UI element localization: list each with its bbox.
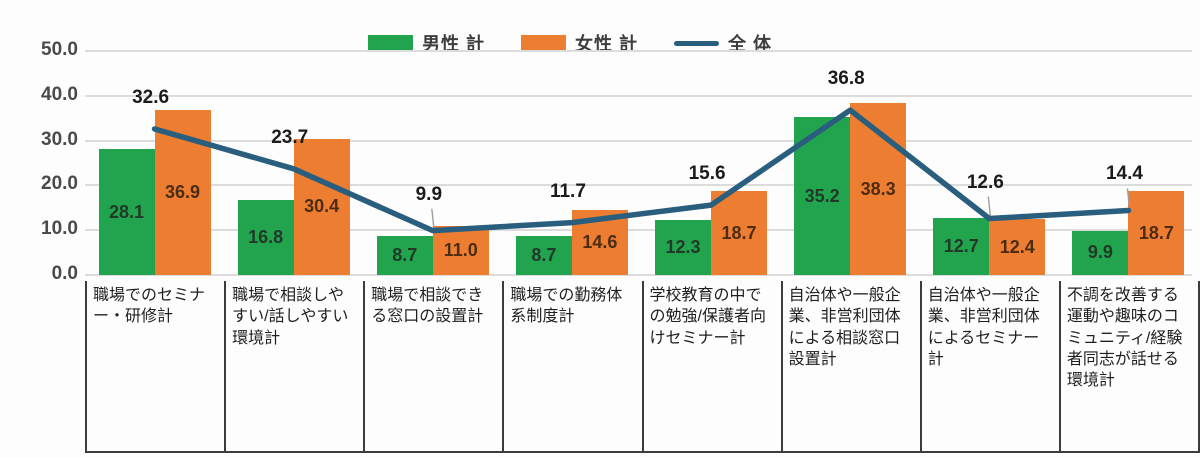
bar-value-label: 9.9 (1087, 242, 1113, 263)
bar-female: 12.4 (989, 219, 1046, 275)
gridline (85, 139, 1192, 142)
y-axis-tick-label: 10.0 (41, 218, 78, 240)
gridline (85, 274, 1192, 276)
category-label: 職場でのセミナー・研修計 (87, 281, 227, 451)
legend-label-female: 女性 計 (575, 34, 639, 54)
category-label: 職場で相談しやすい/話しやすい環境計 (226, 281, 366, 451)
chart-legend: 男性 計 女性 計 全 体 (368, 30, 772, 56)
bar-male: 35.2 (794, 117, 851, 275)
bar-female: 11.0 (432, 225, 489, 275)
bar-value-label: 16.8 (248, 226, 284, 247)
bar-male: 28.1 (98, 149, 155, 275)
legend-label-male: 男性 計 (422, 34, 486, 54)
category-label: 職場で相談できる窓口の設置計 (365, 281, 505, 451)
bar-value-label: 18.7 (1138, 222, 1174, 243)
bar-male: 8.7 (515, 236, 572, 275)
gridline (85, 94, 1192, 97)
female-series-swatch-icon (521, 35, 567, 51)
overall-value-label: 9.9 (415, 183, 443, 205)
bar-value-label: 18.7 (721, 222, 757, 243)
bar-value-label: 11.0 (443, 239, 478, 260)
legend-label-overall: 全 体 (728, 34, 773, 54)
overall-value-label: 12.6 (966, 171, 1004, 193)
y-axis-tick-label: 0.0 (51, 263, 78, 284)
bar-male: 16.8 (237, 199, 294, 275)
bar-female: 14.6 (571, 209, 628, 275)
legend-item-female: 女性 計 (521, 30, 638, 56)
bar-male: 8.7 (376, 236, 433, 275)
overall-value-label: 11.7 (549, 180, 586, 202)
y-axis-tick-label: 40.0 (41, 83, 78, 105)
legend-item-male: 男性 計 (368, 30, 485, 56)
bar-male: 9.9 (1072, 230, 1129, 275)
value-leader-line (987, 196, 992, 216)
overall-value-label: 14.4 (1105, 163, 1143, 185)
bar-male: 12.7 (933, 218, 990, 275)
overall-value-label: 36.8 (827, 68, 865, 90)
bar-female: 36.9 (154, 109, 211, 275)
bar-female: 38.3 (850, 103, 907, 275)
bar-value-label: 8.7 (392, 245, 418, 265)
y-axis-tick-label: 30.0 (41, 128, 78, 150)
gridline (85, 184, 1192, 187)
category-label: 自治体や一般企業、非営利団体によるセミナー計 (922, 281, 1061, 451)
bar-value-label: 38.3 (860, 178, 896, 199)
bar-value-label: 8.7 (531, 245, 557, 265)
y-axis-tick-label: 50.0 (41, 39, 78, 60)
bar-female: 18.7 (1128, 191, 1185, 275)
bar-value-label: 12.7 (943, 236, 979, 257)
overall-value-label: 15.6 (688, 163, 726, 185)
bar-value-label: 28.1 (109, 201, 145, 222)
male-series-swatch-icon (368, 35, 413, 51)
category-label: 学校教育の中での勉強/保護者向けセミナー計 (644, 281, 783, 451)
category-label: 不調を改善する運動や趣味のコミュニティ/経験者同志が話せる環境計 (1061, 281, 1200, 451)
overall-value-label: 32.6 (132, 86, 170, 108)
category-label: 自治体や一般企業、非営利団体による相談窓口設置計 (783, 281, 922, 451)
category-label: 職場での勤務体系制度計 (504, 281, 644, 451)
bar-female: 30.4 (293, 138, 350, 275)
overall-value-label: 23.7 (271, 126, 309, 148)
bar-value-label: 14.6 (582, 231, 618, 252)
bar-value-label: 30.4 (304, 196, 340, 217)
legend-item-overall: 全 体 (674, 30, 772, 56)
y-axis-tick-label: 20.0 (41, 173, 78, 195)
gridline (85, 50, 1192, 52)
bar-female: 18.7 (711, 191, 768, 275)
bar-male: 12.3 (655, 219, 712, 275)
bar-value-label: 35.2 (804, 185, 840, 206)
bar-value-label: 12.4 (999, 236, 1035, 257)
overall-series-line-swatch-icon (674, 40, 720, 46)
category-label-table: 職場でのセミナー・研修計 職場で相談しやすい/話しやすい環境計 職場で相談できる窓口… (85, 281, 1200, 453)
bar-value-label: 36.9 (165, 181, 201, 202)
bar-value-label: 12.3 (665, 236, 701, 257)
